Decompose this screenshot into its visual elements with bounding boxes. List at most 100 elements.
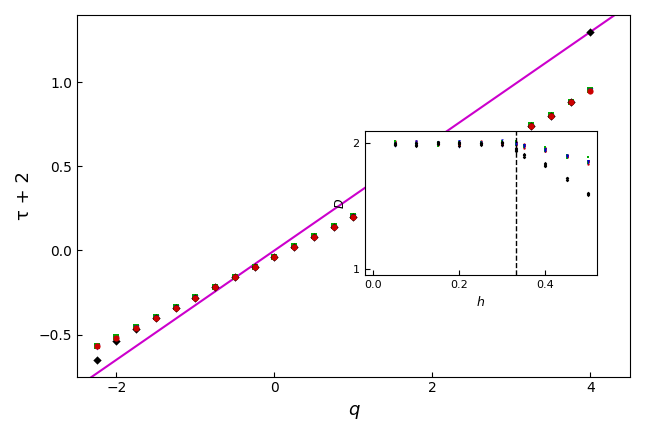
Point xyxy=(348,214,359,221)
Point xyxy=(408,182,418,189)
Point xyxy=(566,99,576,105)
Point xyxy=(131,324,141,331)
Point xyxy=(289,244,299,251)
Point xyxy=(92,342,102,349)
Point xyxy=(210,284,221,291)
Point xyxy=(368,203,379,210)
Point xyxy=(250,264,260,271)
Point xyxy=(328,224,339,231)
Point xyxy=(309,233,319,240)
Point xyxy=(210,283,221,290)
Point xyxy=(348,213,359,220)
Point xyxy=(526,122,537,129)
Point xyxy=(112,338,122,345)
Point xyxy=(250,263,260,270)
Point xyxy=(427,172,437,179)
Point xyxy=(328,224,339,230)
Point xyxy=(348,214,359,220)
Point xyxy=(486,143,497,150)
Point xyxy=(585,28,595,35)
Point xyxy=(230,274,240,281)
Point xyxy=(408,184,418,191)
Point xyxy=(269,254,279,261)
Point xyxy=(506,133,517,140)
Point xyxy=(289,243,299,250)
Point xyxy=(190,294,201,301)
Point xyxy=(585,88,595,95)
Point xyxy=(170,304,181,311)
Point xyxy=(151,315,161,322)
Point xyxy=(328,223,339,230)
Point xyxy=(546,112,556,119)
Point xyxy=(348,214,359,220)
Point xyxy=(368,204,379,211)
Point xyxy=(388,193,398,200)
Point xyxy=(190,294,201,301)
Point xyxy=(368,203,379,210)
Point xyxy=(447,162,457,169)
Point xyxy=(427,173,437,180)
Point xyxy=(566,99,576,106)
Point xyxy=(250,264,260,271)
Point xyxy=(467,153,477,160)
Point xyxy=(506,133,517,140)
Point xyxy=(566,100,576,107)
Point xyxy=(190,295,201,302)
Point xyxy=(92,356,102,363)
Point xyxy=(526,122,537,129)
Point xyxy=(170,305,181,312)
Point xyxy=(467,153,477,160)
Point xyxy=(92,343,102,350)
Point xyxy=(506,133,517,140)
Point xyxy=(151,314,161,321)
Point xyxy=(388,193,398,200)
Point xyxy=(250,264,260,271)
Point xyxy=(486,143,497,150)
Point xyxy=(170,304,181,311)
Point xyxy=(151,314,161,321)
Point xyxy=(546,112,556,119)
Point xyxy=(486,143,497,150)
Point xyxy=(230,274,240,281)
Point xyxy=(526,122,537,129)
Point xyxy=(230,273,240,280)
Point xyxy=(269,253,279,260)
Point xyxy=(112,335,122,342)
Point xyxy=(210,284,221,291)
Point xyxy=(447,163,457,170)
Point xyxy=(210,285,221,292)
Point xyxy=(112,335,122,342)
Point xyxy=(170,303,181,310)
Point xyxy=(92,344,102,351)
Point xyxy=(131,326,141,333)
Point xyxy=(230,275,240,282)
Point xyxy=(388,194,398,201)
X-axis label: q: q xyxy=(348,401,359,419)
Point xyxy=(368,203,379,210)
Point xyxy=(112,334,122,341)
Point xyxy=(427,173,437,180)
Point xyxy=(506,132,517,139)
Point xyxy=(309,233,319,240)
Point xyxy=(546,112,556,119)
Point xyxy=(427,174,437,181)
Point xyxy=(131,324,141,331)
Point xyxy=(408,183,418,190)
Point xyxy=(447,163,457,170)
Point xyxy=(526,123,537,130)
Point xyxy=(585,86,595,93)
Point xyxy=(467,152,477,159)
Point xyxy=(289,243,299,250)
Point xyxy=(566,99,576,106)
Point xyxy=(309,233,319,240)
Point xyxy=(309,234,319,241)
Point xyxy=(289,243,299,250)
Point xyxy=(328,224,339,230)
Point xyxy=(269,254,279,261)
Point xyxy=(585,87,595,94)
Point xyxy=(190,293,201,300)
Point xyxy=(269,254,279,261)
Point xyxy=(486,142,497,149)
Point xyxy=(131,325,141,332)
Point xyxy=(388,193,398,200)
